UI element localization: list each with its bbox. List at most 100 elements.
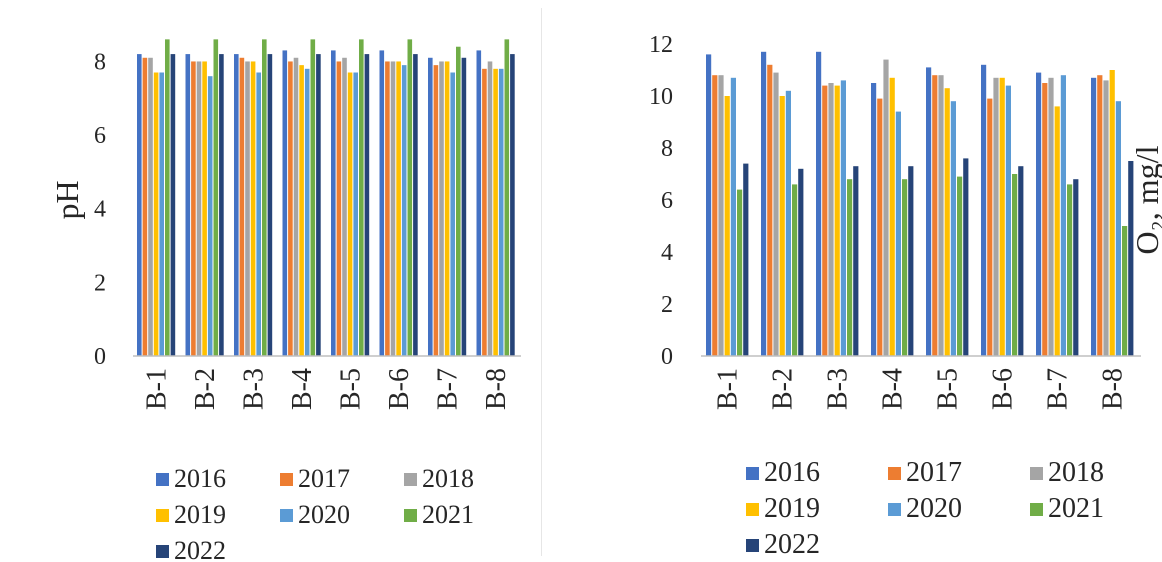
- ph-legend-swatch-2022: [156, 545, 169, 558]
- ph-legend-swatch-2016: [156, 473, 169, 486]
- ph-bar-b-4-2016: [282, 50, 288, 357]
- oxygen-bar-b-4-2016: [871, 83, 877, 356]
- ph-bar-b-3-2020: [256, 72, 261, 356]
- oxygen-x-tick-label-b-1: B-1: [713, 368, 744, 410]
- ph-bar-b-8-2018: [487, 61, 493, 357]
- ph-x-tick-label-b-3: B-3: [238, 368, 269, 410]
- oxygen-bar-b-8-2018: [1103, 80, 1109, 357]
- ph-bar-b-3-2019: [250, 61, 256, 357]
- oxygen-bar-b-5-2020: [950, 101, 956, 356]
- oxygen-bar-b-2-2022: [798, 168, 804, 356]
- chart-divider: [541, 8, 542, 556]
- ph-legend-label-2017: 2017: [298, 464, 350, 493]
- oxygen-bar-b-8-2016: [1091, 77, 1097, 357]
- oxygen-bar-b-7-2022: [1073, 179, 1079, 356]
- oxygen-bar-b-7-2018: [1048, 77, 1054, 357]
- ph-bar-b-6-2017: [385, 61, 390, 357]
- ph-bar-b-3-2021: [262, 39, 267, 356]
- oxygen-x-tick-label-b-5: B-5: [933, 368, 964, 410]
- ph-bar-b-3-2018: [245, 61, 250, 357]
- oxygen-bar-b-3-2020: [840, 80, 846, 357]
- oxygen-bar-b-3-2017: [822, 85, 828, 356]
- oxygen-bar-b-8-2017: [1097, 75, 1103, 356]
- ph-bar-b-8-2020: [498, 68, 504, 357]
- ph-bar-b-3-2017: [239, 57, 245, 356]
- ph-bar-b-7-2018: [439, 61, 444, 357]
- oxygen-legend-swatch-2017: [888, 467, 901, 480]
- oxygen-bar-b-2-2016: [761, 51, 767, 357]
- ph-y-tick-label: 6: [94, 123, 106, 149]
- ph-x-tick-label-b-5: B-5: [335, 368, 366, 410]
- ph-bar-b-1-2022: [170, 54, 176, 356]
- oxygen-chart: O₂, mg/l 0 2 4 6 8 10 12 B-1 B-2 B-3 B-4 B-5 B-6 B-7 B…: [649, 32, 1162, 560]
- ph-bar-b-6-2016: [379, 50, 385, 357]
- oxygen-bar-b-6-2019: [999, 77, 1005, 357]
- oxygen-bar-b-3-2018: [828, 83, 834, 356]
- oxygen-bar-b-2-2017: [767, 64, 773, 357]
- oxygen-x-tick-label-b-3: B-3: [823, 368, 854, 410]
- ph-bar-b-1-2017: [142, 57, 148, 356]
- ph-legend-label-2019: 2019: [174, 500, 226, 529]
- oxygen-x-tick-label-b-8: B-8: [1098, 368, 1129, 410]
- oxygen-bar-b-1-2022: [743, 163, 749, 356]
- ph-x-tick-label-b-7: B-7: [432, 368, 463, 410]
- oxygen-x-tick-label-b-6: B-6: [988, 368, 1019, 410]
- oxygen-bar-b-5-2016: [926, 67, 932, 357]
- oxygen-legend-swatch-2019: [746, 503, 759, 516]
- oxygen-bar-b-1-2017: [712, 75, 718, 356]
- oxygen-y-tick-label: 10: [649, 84, 673, 110]
- oxygen-bar-b-7-2019: [1054, 106, 1060, 357]
- ph-bar-b-1-2016: [137, 54, 142, 356]
- oxygen-bar-b-6-2017: [987, 98, 993, 356]
- oxygen-bar-b-3-2022: [853, 166, 859, 356]
- ph-bar-b-6-2019: [396, 61, 401, 357]
- oxygen-x-tick-label-b-2: B-2: [768, 368, 799, 410]
- ph-bar-b-8-2022: [510, 54, 515, 356]
- ph-x-tick-label-b-1: B-1: [141, 368, 172, 410]
- ph-bar-b-4-2020: [304, 68, 310, 357]
- oxygen-y-tick-label: 6: [661, 188, 673, 214]
- ph-bar-b-8-2016: [476, 50, 482, 357]
- oxygen-y-tick-label: 4: [661, 240, 673, 266]
- oxygen-y-tick-label: 12: [649, 32, 673, 58]
- oxygen-bar-b-5-2021: [957, 176, 963, 356]
- oxygen-bar-b-5-2017: [932, 75, 938, 356]
- ph-legend-label-2018: 2018: [422, 464, 474, 493]
- oxygen-legend-label-2020: 2020: [906, 493, 962, 524]
- ph-bar-b-6-2022: [413, 54, 418, 356]
- ph-x-tick-label-b-4: B-4: [287, 368, 318, 410]
- oxygen-legend-label-2019: 2019: [764, 493, 820, 524]
- ph-bar-b-4-2019: [299, 65, 304, 357]
- oxygen-bar-b-6-2020: [1005, 85, 1011, 356]
- oxygen-legend-swatch-2016: [746, 467, 759, 480]
- ph-bar-b-1-2018: [148, 57, 153, 356]
- ph-x-tick-label-b-2: B-2: [190, 368, 221, 410]
- ph-bar-b-7-2017: [433, 65, 439, 357]
- ph-legend-label-2021: 2021: [422, 500, 474, 529]
- oxygen-bar-b-6-2016: [981, 64, 987, 357]
- oxygen-y-tick-label: 8: [661, 136, 673, 162]
- ph-bar-b-3-2022: [267, 54, 273, 356]
- oxygen-bar-b-1-2020: [730, 77, 736, 357]
- oxygen-bar-b-3-2016: [816, 51, 822, 357]
- ph-bar-b-5-2021: [359, 39, 364, 356]
- oxygen-bar-b-7-2021: [1067, 184, 1073, 356]
- oxygen-legend-swatch-2021: [1030, 503, 1043, 516]
- oxygen-bar-b-8-2019: [1109, 70, 1115, 356]
- ph-chart: pH 0 2 4 6 8 B-1 B-2 B-3 B-4 B-5 B-6 B-7 B-8 2016 2017…: [49, 39, 521, 562]
- ph-bar-b-8-2017: [482, 68, 487, 357]
- oxygen-bar-b-6-2022: [1018, 166, 1024, 356]
- ph-y-axis-label: pH: [49, 180, 85, 219]
- oxygen-bar-b-1-2018: [718, 75, 724, 356]
- oxygen-x-tick-label-b-4: B-4: [878, 368, 909, 410]
- ph-bar-b-4-2021: [310, 39, 316, 356]
- oxygen-y-tick-label: 0: [661, 344, 673, 370]
- oxygen-bar-b-1-2016: [706, 54, 712, 357]
- ph-bar-b-1-2019: [153, 72, 159, 356]
- oxygen-y-tick-label: 2: [661, 292, 673, 318]
- ph-bar-b-5-2017: [336, 61, 342, 357]
- oxygen-bar-b-7-2020: [1060, 75, 1066, 356]
- oxygen-bar-b-2-2018: [773, 72, 779, 356]
- ph-bar-b-6-2018: [390, 61, 396, 357]
- ph-y-tick-label: 0: [94, 344, 106, 370]
